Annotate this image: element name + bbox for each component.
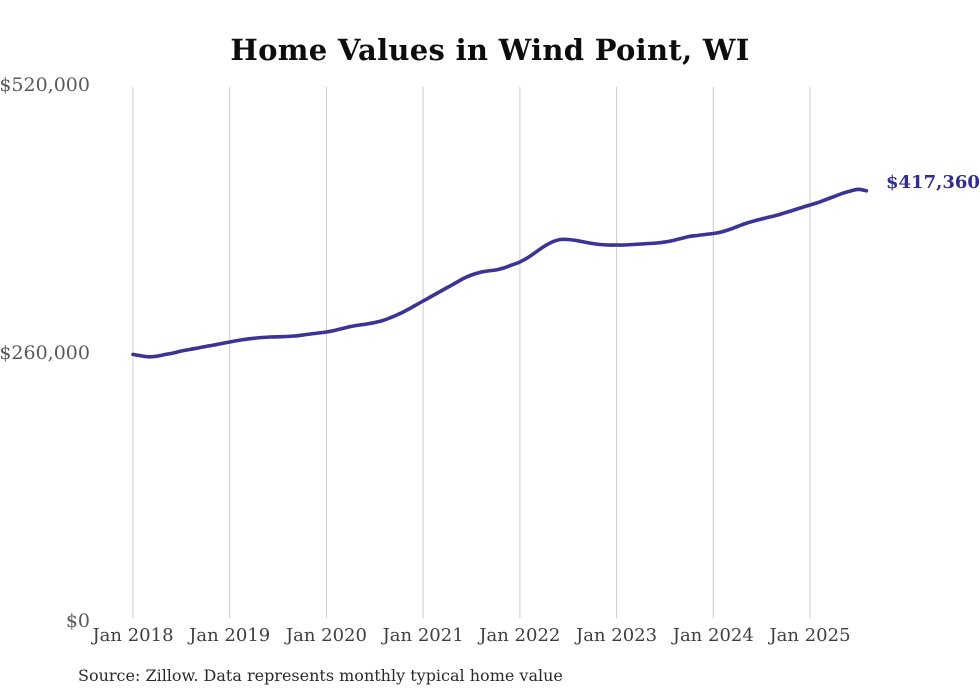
gridlines [132, 87, 811, 618]
x-tick-label: Jan 2022 [479, 625, 561, 646]
x-tick-label: Jan 2020 [285, 625, 367, 646]
x-tick-label: Jan 2021 [382, 625, 464, 646]
source-note: Source: Zillow. Data represents monthly … [78, 666, 563, 685]
value-line [131, 187, 869, 359]
x-tick-label: Jan 2023 [576, 625, 658, 646]
chart-title: Home Values in Wind Point, WI [230, 33, 750, 67]
end-value-label: $417,360 [886, 171, 980, 193]
x-tick-label: Jan 2024 [672, 625, 754, 646]
y-tick-label: $0 [65, 610, 90, 632]
y-tick-label: $260,000 [0, 342, 90, 364]
x-tick-label: Jan 2025 [769, 625, 851, 646]
x-tick-label: Jan 2019 [189, 625, 271, 646]
y-tick-label: $520,000 [0, 74, 90, 96]
x-tick-label: Jan 2018 [92, 625, 174, 646]
